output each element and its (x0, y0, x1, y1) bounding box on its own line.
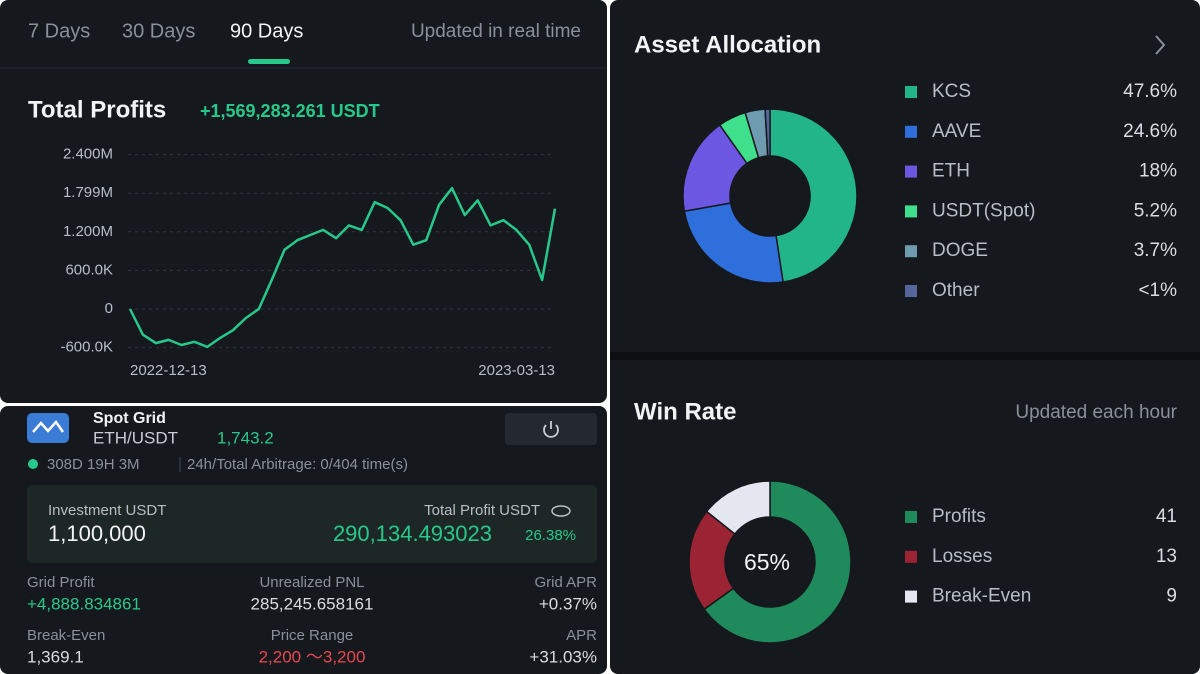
strategy-name: Spot Grid (93, 410, 166, 427)
donut-slice (683, 202, 784, 284)
stat-value: +4,888.834861 (27, 594, 141, 613)
tab[interactable]: 30 Days (122, 20, 195, 42)
divider (610, 352, 1200, 360)
legend-swatch (905, 86, 917, 98)
arbitrage: 24h/Total Arbitrage: 0/404 time(s) (187, 456, 408, 473)
y-tick-label: 2.400M (63, 146, 113, 163)
y-tick-label: -600.0K (60, 339, 113, 356)
tab-underline (248, 59, 290, 64)
legend-label: USDT(Spot) (932, 200, 1035, 221)
legend-label: Losses (932, 546, 992, 567)
status-dot (28, 459, 38, 469)
legend-value: 18% (1139, 161, 1177, 182)
legend-label: ETH (932, 161, 970, 182)
runtime: 308D 19H 3M (47, 456, 140, 473)
x-tick-label: 2022-12-13 (130, 362, 207, 379)
strategy-icon (27, 413, 69, 443)
donut-slice (705, 480, 771, 535)
profit-line (128, 186, 557, 349)
eye-icon[interactable] (551, 505, 571, 517)
chart-title: Asset Allocation (634, 31, 821, 58)
chart-title: Win Rate (634, 398, 736, 425)
profit-rate: 26.38% (525, 527, 576, 544)
y-tick-label: 1.200M (63, 223, 113, 240)
legend-value: 24.6% (1123, 121, 1177, 142)
price: 1,743.2 (217, 428, 274, 447)
legend-value: 9 (1166, 586, 1177, 607)
legend-swatch (905, 125, 917, 138)
investment-label: Investment USDT (48, 502, 166, 519)
y-tick-label: 1.799M (63, 184, 113, 201)
tab-active[interactable]: 90 Days (230, 20, 303, 42)
legend-value: 13 (1156, 546, 1177, 567)
stat-label: Grid Profit (27, 574, 95, 591)
stat-value: 285,245.658161 (251, 594, 374, 613)
legend-swatch (905, 165, 917, 178)
summary-card (27, 485, 597, 563)
legend-swatch (905, 550, 917, 563)
stat-value: 2,200 ～3,200 (259, 647, 366, 666)
legend-swatch (905, 245, 917, 258)
y-tick-label: 600.0K (65, 261, 113, 278)
chevron (1155, 35, 1166, 55)
stat-value: +31.03% (529, 647, 597, 666)
update-note: Updated in real time (411, 21, 581, 42)
stat-label: Grid APR (534, 574, 597, 591)
stat-label: Break-Even (27, 627, 105, 644)
legend-value: 3.7% (1134, 240, 1177, 261)
tab[interactable]: 7 Days (28, 20, 90, 42)
legend-value: 41 (1156, 506, 1177, 527)
profit-label: Total Profit USDT (424, 502, 540, 519)
stat-label: Price Range (271, 627, 354, 644)
y-tick-label: 0 (105, 300, 113, 317)
legend-value: 47.6% (1123, 81, 1177, 102)
legend-label: KCS (932, 81, 971, 102)
stat-label: Unrealized PNL (259, 574, 364, 591)
legend-label: AAVE (932, 121, 981, 142)
power-icon (543, 421, 559, 438)
chart-subtitle: +1,569,283.261 USDT (200, 101, 380, 121)
x-tick-label: 2023-03-13 (478, 362, 555, 379)
chart-subtitle: Updated each hour (1015, 402, 1177, 423)
stat-value: +0.37% (539, 594, 597, 613)
chart-title: Total Profits (28, 96, 166, 123)
stat-label: APR (566, 627, 597, 644)
center-label: 65% (744, 549, 790, 575)
legend-label: Other (932, 280, 980, 301)
donut-slice (769, 108, 858, 283)
legend-label: Profits (932, 506, 986, 527)
legend-swatch (905, 205, 917, 218)
pair: ETH/USDT (93, 428, 178, 447)
donut-slice (703, 480, 852, 644)
icon-line (32, 419, 65, 433)
legend-label: DOGE (932, 240, 988, 261)
profit-panel (0, 0, 607, 403)
legend-swatch (905, 285, 917, 297)
legend-label: Break-Even (932, 586, 1031, 607)
profit: 290,134.493023 (333, 521, 492, 546)
legend-value: 5.2% (1134, 200, 1177, 221)
legend-swatch (905, 511, 917, 523)
legend-value: <1% (1138, 280, 1177, 301)
legend-swatch (905, 590, 917, 603)
donut-slice (764, 108, 771, 157)
investment: 1,100,000 (48, 521, 146, 546)
stat-value: 1,369.1 (27, 647, 84, 666)
